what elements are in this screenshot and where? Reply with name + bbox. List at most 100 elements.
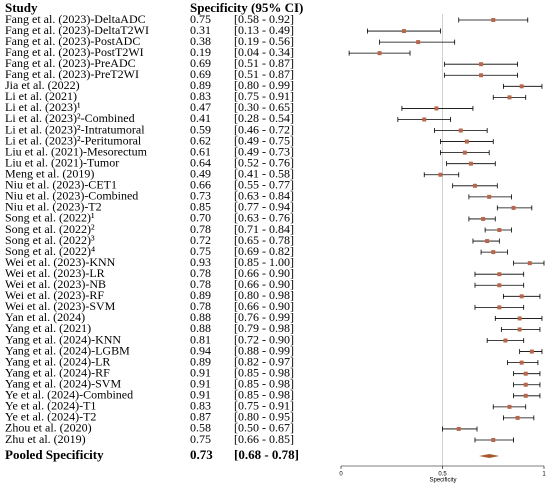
ci-label: [0.66 - 0.90] bbox=[234, 266, 294, 280]
study-label: Fang et al. (2023)-PreT2WI bbox=[5, 67, 139, 81]
value-label: 0.41 bbox=[190, 111, 211, 125]
study-label: Fang et al. (2023)-PreADC bbox=[5, 56, 136, 70]
value-label: 0.81 bbox=[190, 332, 211, 346]
ci-label: [0.79 - 0.98] bbox=[234, 321, 294, 335]
point bbox=[497, 305, 502, 310]
point bbox=[422, 117, 427, 122]
point bbox=[523, 371, 528, 376]
ci-label: [0.50 - 0.67] bbox=[234, 421, 294, 435]
study-label: Yang et al. (2024)-KNN bbox=[5, 332, 121, 346]
value-label: 0.38 bbox=[190, 34, 211, 48]
ci-label: [0.71 - 0.84] bbox=[234, 222, 294, 236]
ci-label: [0.85 - 0.98] bbox=[234, 388, 294, 402]
study-label: Li et al. (2023)²-Peritumoral bbox=[5, 133, 142, 147]
point bbox=[472, 183, 477, 188]
study-label: Li et al. (2023)¹ bbox=[5, 100, 81, 114]
study-label: Fang et al. (2023)-PostT2WI bbox=[5, 45, 144, 59]
study-label: Li et al. (2023)²-Intratumoral bbox=[5, 122, 145, 136]
ci-label: [0.13 - 0.49] bbox=[234, 23, 294, 37]
ci-label: [0.80 - 0.99] bbox=[234, 78, 294, 92]
value-label: 0.75 bbox=[190, 244, 211, 258]
value-label: 0.75 bbox=[190, 432, 211, 446]
study-label: Fang et al. (2023)-DeltaADC bbox=[5, 12, 146, 26]
point bbox=[458, 128, 463, 133]
study-label: Yang et al. (2021) bbox=[5, 321, 91, 335]
ci-label: [0.85 - 0.98] bbox=[234, 365, 294, 379]
value-label: 0.70 bbox=[190, 211, 211, 225]
point bbox=[479, 62, 484, 67]
point bbox=[503, 338, 508, 343]
ci-label: [0.80 - 0.98] bbox=[234, 288, 294, 302]
point bbox=[434, 106, 439, 111]
point bbox=[523, 382, 528, 387]
point bbox=[511, 205, 516, 210]
ci-label: [0.63 - 0.84] bbox=[234, 189, 294, 203]
ci-label: [0.69 - 0.82] bbox=[234, 244, 294, 258]
study-label: Song et al. (2022)³ bbox=[5, 233, 95, 247]
point bbox=[487, 194, 492, 199]
point bbox=[491, 18, 496, 22]
point bbox=[377, 51, 382, 56]
value-label: 0.78 bbox=[190, 277, 211, 291]
study-label: Song et al. (2022)² bbox=[5, 222, 95, 236]
ci-label: [0.76 - 0.99] bbox=[234, 310, 294, 324]
value-label: 0.91 bbox=[190, 388, 211, 402]
point bbox=[507, 95, 512, 100]
ci-label: [0.04 - 0.34] bbox=[234, 45, 294, 59]
value-label: 0.59 bbox=[190, 122, 211, 136]
point bbox=[519, 360, 524, 365]
ci-label: [0.72 - 0.90] bbox=[234, 332, 294, 346]
point bbox=[456, 426, 461, 431]
point bbox=[462, 150, 467, 155]
point bbox=[497, 228, 502, 232]
value-label: 0.91 bbox=[190, 376, 211, 390]
point bbox=[519, 294, 524, 299]
value-label: 0.47 bbox=[190, 100, 211, 114]
x-tick-label: 1 bbox=[542, 472, 546, 478]
value-label: 0.78 bbox=[190, 266, 211, 280]
value-label: 0.64 bbox=[190, 155, 211, 169]
study-label: Niu et al. (2023)-Combined bbox=[5, 189, 138, 203]
study-label: Ye et al. (2024)-Combined bbox=[5, 388, 133, 402]
ci-label: [0.51 - 0.87] bbox=[234, 67, 294, 81]
study-label: Fang et al. (2023)-PostADC bbox=[5, 34, 140, 48]
ci-label: [0.41 - 0.58] bbox=[234, 166, 294, 180]
study-label: Wei et al. (2023)-RF bbox=[5, 288, 104, 302]
point bbox=[517, 316, 522, 321]
point bbox=[401, 29, 406, 34]
value-label: 0.87 bbox=[190, 410, 211, 424]
study-label: Wei et al. (2023)-NB bbox=[5, 277, 106, 291]
column-header: Specificity (95% CI) bbox=[190, 0, 303, 15]
ci-label: [0.63 - 0.76] bbox=[234, 211, 294, 225]
point bbox=[523, 393, 528, 398]
value-label: 0.94 bbox=[190, 343, 211, 357]
value-label: 0.91 bbox=[190, 365, 211, 379]
study-label: Ye et al. (2024)-T2 bbox=[5, 410, 96, 424]
column-header: Study bbox=[5, 0, 38, 15]
study-label: Song et al. (2022)¹ bbox=[5, 211, 95, 225]
point bbox=[497, 272, 502, 277]
study-label: Yang et al. (2024)-RF bbox=[5, 365, 110, 379]
value-label: 0.62 bbox=[190, 133, 211, 147]
ci-label: [0.65 - 0.78] bbox=[234, 233, 294, 247]
study-label: Wei et al. (2023)-KNN bbox=[5, 255, 116, 269]
ci-label: [0.80 - 0.95] bbox=[234, 410, 294, 424]
point bbox=[507, 404, 512, 409]
study-label: Wei et al. (2023)-SVM bbox=[5, 299, 116, 313]
value-label: 0.85 bbox=[190, 200, 211, 214]
x-tick-label: 0.5 bbox=[438, 472, 447, 478]
study-label: Yang et al. (2024)-SVM bbox=[5, 376, 121, 390]
value-label: 0.78 bbox=[190, 299, 211, 313]
study-label: Jia et al. (2022) bbox=[5, 78, 80, 92]
value-label: 0.83 bbox=[190, 89, 211, 103]
pooled-value: 0.73 bbox=[190, 447, 213, 462]
value-label: 0.49 bbox=[190, 166, 211, 180]
point bbox=[468, 161, 473, 166]
point bbox=[527, 261, 532, 266]
value-label: 0.75 bbox=[190, 12, 211, 26]
ci-label: [0.75 - 0.91] bbox=[234, 399, 294, 413]
study-label: Song et al. (2022)⁴ bbox=[5, 244, 95, 258]
value-label: 0.89 bbox=[190, 78, 211, 92]
value-label: 0.89 bbox=[190, 354, 211, 368]
value-label: 0.93 bbox=[190, 255, 211, 269]
